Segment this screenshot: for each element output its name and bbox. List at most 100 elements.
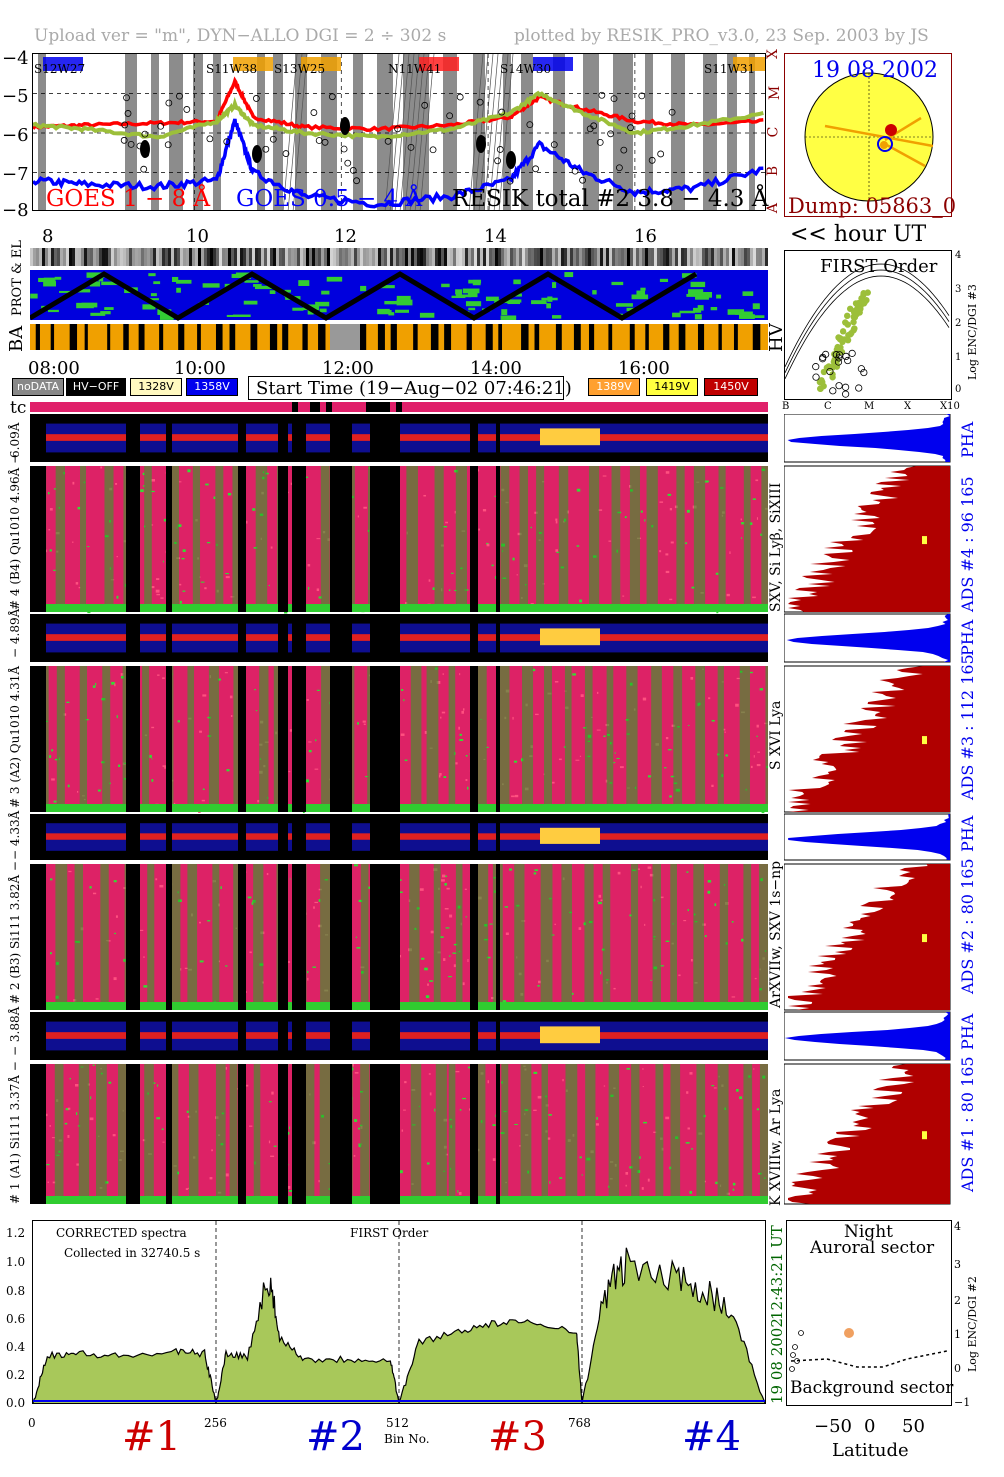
pha-core [750, 634, 760, 641]
hv-gap [138, 324, 145, 350]
ads-column [187, 666, 195, 812]
ads-speckle [644, 923, 646, 926]
tag-1389v: 1389V [588, 378, 640, 396]
ads-speckle [182, 590, 186, 592]
intensity-cell [495, 248, 498, 266]
ads-speckle [368, 886, 371, 889]
ads-speckle [440, 936, 444, 938]
ads-column [584, 864, 594, 1010]
ads-speckle [111, 681, 115, 685]
spectro-gap [292, 614, 306, 662]
intensity-cell [312, 248, 315, 266]
ads-speckle [554, 923, 556, 926]
intensity-cell [723, 248, 726, 266]
ads-speckle [308, 749, 312, 753]
ads-column [215, 466, 224, 612]
ads-speckle [647, 775, 651, 778]
ads-speckle [434, 1108, 436, 1112]
ads-speckle [685, 542, 688, 545]
channel-label: #4 [682, 1414, 741, 1460]
timeline-tick: 16:00 [618, 358, 670, 379]
cs-label2: Collected in 32740.5 s [64, 1246, 201, 1260]
spectro-gap [30, 864, 46, 1010]
ads-speckle [534, 869, 538, 872]
intensity-cell [429, 248, 432, 266]
ads-speckle [307, 970, 309, 974]
prot-cell [43, 281, 57, 287]
ads-speckle [642, 1068, 644, 1070]
data-point [421, 101, 429, 109]
ads-speckle [491, 564, 494, 567]
start-time: Start Time (19−Aug−02 07:46:21) [256, 378, 572, 399]
intensity-cell [144, 248, 147, 266]
ads-speckle [482, 509, 487, 512]
flare-class-label: M [767, 85, 784, 101]
fo-point-open [812, 373, 820, 381]
ads-column [147, 864, 155, 1010]
aurora-bottom: Background sector [790, 1378, 954, 1398]
fo-point [847, 331, 854, 338]
fo-point [852, 307, 859, 314]
prot-cell [749, 315, 765, 319]
ads-column [670, 1064, 681, 1204]
ads-speckle [151, 478, 155, 482]
data-point [446, 112, 454, 120]
ads-column [168, 466, 179, 612]
ads-column [188, 1064, 199, 1204]
prot-cell [153, 281, 161, 285]
data-point [340, 145, 348, 153]
pha-core [630, 634, 640, 641]
spectro-gap [330, 814, 352, 860]
tag-1419v: 1419V [646, 378, 698, 396]
pha-core [700, 1032, 710, 1039]
pha-core [140, 634, 150, 641]
intensity-cell [75, 248, 78, 266]
pha-core [460, 434, 470, 441]
ads-speckle [271, 1091, 274, 1095]
pha-core [750, 434, 760, 441]
ads-speckle [224, 672, 228, 674]
intensity-cell [162, 248, 165, 266]
pha-core [170, 1032, 180, 1039]
hv-gap [50, 324, 55, 350]
ads-speckle [715, 572, 719, 575]
ads-speckle [77, 790, 79, 793]
ads-speckle [579, 599, 583, 603]
intensity-cell [117, 248, 120, 266]
ads-column [585, 1064, 596, 1204]
pha-core [760, 434, 768, 441]
prot-cell [76, 289, 91, 293]
ads-speckle [597, 900, 599, 903]
ads-column [608, 1064, 620, 1204]
ads-speckle [685, 1142, 690, 1144]
ads-speckle [227, 492, 232, 496]
ads-speckle [548, 1114, 552, 1116]
ads-speckle [690, 958, 693, 962]
prot-cell [507, 300, 520, 305]
ads-column [630, 864, 639, 1010]
ads-speckle [538, 980, 541, 984]
ads-speckle [427, 983, 429, 986]
prot-cell [697, 305, 704, 311]
data-clump [252, 145, 262, 163]
ads-speckle [643, 1121, 647, 1124]
ads-speckle [715, 1181, 718, 1185]
intensity-cell [132, 248, 135, 266]
spectro-gap [292, 414, 306, 462]
ads-speckle [286, 1185, 291, 1189]
ads-speckle [177, 524, 182, 527]
ads-speckle [268, 1101, 272, 1103]
ar-marker: N11W41 [388, 62, 442, 76]
ads-speckle [665, 940, 670, 942]
aurora-title1: Night [844, 1222, 893, 1242]
ads-speckle [629, 914, 632, 917]
ads-column [629, 466, 640, 612]
spectro-gap [30, 466, 46, 612]
ads-speckle [290, 482, 293, 485]
prot-cell [752, 303, 760, 310]
model-curve [785, 263, 950, 367]
ads-speckle [401, 689, 404, 691]
prot-cell [98, 277, 104, 282]
intensity-cell [642, 248, 645, 266]
data-point [429, 146, 437, 154]
